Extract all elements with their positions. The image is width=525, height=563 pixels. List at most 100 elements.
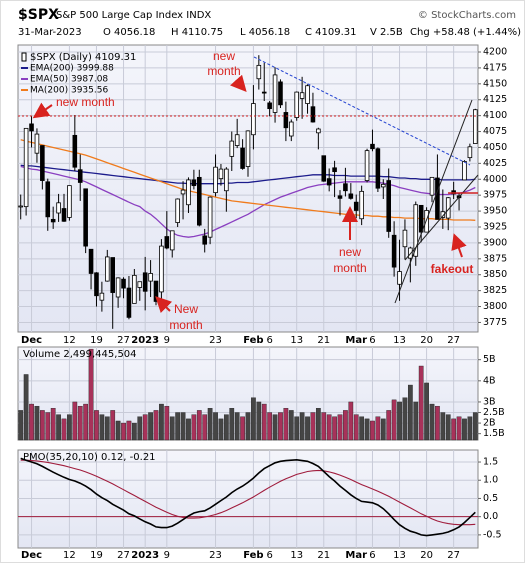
volume-bar	[272, 414, 278, 441]
change: Chg +58.48 (+1.44%)	[410, 27, 521, 38]
volume-bar	[191, 414, 197, 441]
volume-bar	[175, 412, 181, 441]
moving-average	[20, 139, 476, 221]
volume-bar	[435, 405, 440, 441]
annotation: new	[339, 245, 361, 259]
volume-bar	[429, 403, 435, 441]
x-tick-label: 6	[266, 550, 272, 561]
x-tick-label: Mar	[345, 335, 367, 346]
y-tick-label: 4125	[483, 94, 507, 105]
volume-bar	[267, 412, 273, 441]
y-tick-label: 4B	[483, 375, 496, 386]
x-tick-label: 9	[164, 550, 170, 561]
open: O 4056.18	[103, 27, 155, 38]
y-tick-label: 3825	[483, 285, 507, 296]
volume-bar	[126, 420, 132, 441]
close: C 4109.31	[305, 27, 357, 38]
pmo-label: PMO(35,20,10) 0.12, -0.21	[23, 452, 156, 463]
annotation: fakeout	[431, 262, 474, 276]
volume-bar	[180, 412, 186, 441]
date: 31-Mar-2023	[18, 27, 82, 38]
candle-body	[424, 210, 429, 233]
volume-bar	[321, 412, 327, 441]
volume-bar	[34, 405, 40, 441]
candle-body	[397, 271, 402, 285]
x-tick-label: 6	[266, 335, 272, 346]
volume-bar	[39, 410, 45, 441]
x-tick-label: 6	[369, 550, 375, 561]
candle-body	[45, 181, 51, 218]
candle-body	[180, 189, 186, 195]
candle-body	[229, 140, 235, 157]
legend-candle	[21, 52, 27, 62]
volume-bar	[164, 405, 170, 441]
moving-average	[20, 165, 476, 238]
x-tick-label: 21	[317, 550, 330, 561]
volume-bar	[332, 416, 337, 441]
volume-bar	[218, 418, 224, 441]
x-tick-label: 13	[290, 550, 303, 561]
volume-bar	[256, 401, 262, 441]
high: H 4110.75	[171, 27, 223, 38]
y-tick-label: 3850	[483, 269, 507, 280]
x-tick-label: 27	[447, 550, 460, 561]
volume-bar	[169, 416, 175, 441]
candle-body	[316, 128, 321, 134]
volume-bar	[283, 408, 289, 441]
x-tick-label: 12	[63, 335, 76, 346]
y-tick-label: 1.5B	[483, 428, 505, 439]
candle-body	[29, 123, 34, 132]
candle-body	[137, 281, 143, 288]
candle-body	[364, 150, 370, 181]
volume-bar	[353, 414, 359, 441]
y-tick-label: -0.5	[483, 529, 502, 540]
y-tick-label: 3925	[483, 222, 507, 233]
legend-label: MA(200) 3935.56	[30, 86, 108, 96]
candle-body	[126, 287, 132, 318]
pmo-line	[20, 457, 476, 537]
candle-body	[402, 229, 408, 248]
y-tick-label: 3800	[483, 301, 507, 312]
candle-body	[332, 167, 337, 173]
annotation: month	[169, 318, 202, 332]
volume-bar	[196, 410, 202, 441]
candle-body	[218, 168, 224, 180]
pmo-line	[20, 459, 476, 526]
candle-body	[245, 130, 251, 167]
candle-body	[18, 205, 23, 208]
candle-body	[202, 235, 208, 245]
y-tick-label: 0.0	[483, 511, 498, 522]
volume-bar	[207, 408, 213, 441]
candle-body	[326, 178, 332, 186]
volume-bar	[402, 397, 408, 441]
x-tick-label: Feb	[243, 550, 263, 561]
volume-bar	[229, 408, 235, 441]
candle-body	[321, 155, 327, 182]
candle-body	[370, 143, 375, 150]
arrow	[451, 233, 467, 258]
x-tick-label: 23	[209, 335, 222, 346]
candle-body	[67, 185, 72, 218]
pmo-panel	[17, 449, 479, 549]
candle-body	[294, 91, 300, 118]
volume-bar	[153, 410, 159, 441]
y-tick-label: 4000	[483, 174, 507, 185]
x-tick-label: 27	[117, 335, 130, 346]
volume-bar	[148, 412, 153, 441]
source: © StockCharts.com	[418, 10, 516, 21]
candle-body	[207, 196, 213, 238]
y-tick-label: 3900	[483, 237, 507, 248]
candle-body	[153, 280, 159, 302]
x-tick-label: Mar	[345, 550, 367, 561]
candle-body	[99, 292, 105, 301]
legend-label: EMA(50) 3987.08	[30, 75, 108, 85]
candle-body	[72, 134, 78, 168]
volume-bar	[121, 422, 126, 441]
volume-bar	[115, 420, 121, 441]
candle-body	[61, 208, 67, 222]
volume-bar	[83, 403, 89, 441]
volume-bar	[234, 412, 240, 441]
channel-line	[404, 174, 479, 261]
candle-body	[77, 169, 83, 183]
index-name: S&P 500 Large Cap Index INDX	[56, 10, 211, 21]
